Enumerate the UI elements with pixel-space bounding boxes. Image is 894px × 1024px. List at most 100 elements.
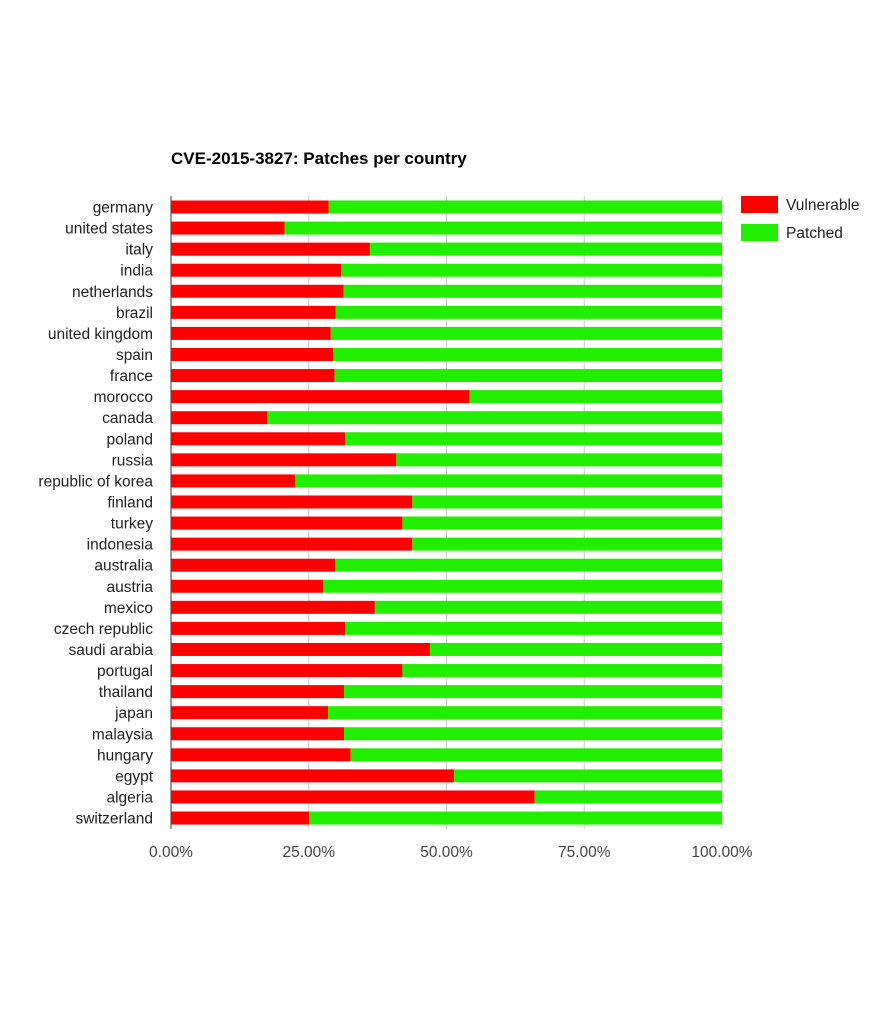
bar-patched [454,769,722,783]
bar-patched [309,811,722,825]
bar-vulnerable [171,769,455,783]
bar-vulnerable [171,579,324,593]
legend-label-patched: Patched [786,225,843,242]
bar-vulnerable [171,621,346,635]
bar-vulnerable [171,790,535,804]
category-label: malaysia [92,726,154,743]
bar-vulnerable [171,242,370,256]
category-label: poland [106,431,153,448]
bar-vulnerable [171,200,329,214]
bar-patched [328,706,722,720]
bar-vulnerable [171,284,344,298]
category-label: netherlands [72,284,153,301]
category-label: brazil [116,305,153,322]
bar-patched [335,305,722,319]
bar-patched [412,537,722,551]
bar-patched [344,685,722,699]
bar-vulnerable [171,537,413,551]
bar-vulnerable [171,495,413,509]
bar-patched [350,748,722,762]
category-label: republic of korea [38,473,153,490]
legend: Vulnerable Patched [741,196,860,242]
bar-vulnerable [171,558,336,572]
bar-vulnerable [171,347,333,361]
bar-vulnerable [171,642,430,656]
x-tick-label: 100.00% [691,844,752,861]
x-tick-label: 0.00% [149,844,193,861]
bar-vulnerable [171,664,403,678]
bar-vulnerable [171,811,310,825]
bar-patched [330,326,722,340]
bar-patched [267,411,722,425]
bar-patched [374,600,722,614]
bar-patched [534,790,722,804]
bar-patched [369,242,722,256]
bar-patched [334,369,722,383]
bar-vulnerable [171,727,345,741]
category-labels: germany united states italy india netherland… [38,200,153,828]
category-label: turkey [111,516,153,533]
bar-patched [284,221,722,235]
category-label: united states [65,221,153,238]
category-label: india [120,263,153,280]
bar-patched [429,642,722,656]
bar-vulnerable [171,453,397,467]
bar-vulnerable [171,516,403,530]
category-label: italy [125,242,153,259]
bar-patched [402,664,722,678]
category-label: thailand [99,684,153,701]
category-label: saudi arabia [69,642,154,659]
category-label: united kingdom [48,326,153,343]
category-label: algeria [106,789,153,806]
category-label: morocco [94,389,153,406]
bar-vulnerable [171,706,329,720]
category-label: hungary [97,747,153,764]
bar-patched [294,474,722,488]
category-label: austria [106,579,153,596]
bar-vulnerable [171,685,345,699]
bar-patched [345,432,722,446]
category-label: japan [114,705,153,722]
category-label: germany [93,200,154,217]
category-label: switzerland [75,811,153,828]
bar-vulnerable [171,432,346,446]
category-label: mexico [104,600,153,617]
category-label: france [110,368,153,385]
x-tick-label: 75.00% [558,844,611,861]
x-tick-labels: 0.00% 25.00% 50.00% 75.00% 100.00% [149,844,753,861]
bar-patched [412,495,722,509]
category-label: czech republic [54,621,153,638]
x-tick-label: 25.00% [282,844,335,861]
gridlines [170,196,723,829]
bar-patched [343,284,722,298]
bar-patched [396,453,722,467]
bar-vulnerable [171,221,285,235]
bar-vulnerable [171,390,470,404]
bar-patched [345,621,722,635]
bar-patched [332,347,722,361]
bar-vulnerable [171,474,295,488]
category-label: canada [102,410,153,427]
category-label: australia [94,558,153,575]
bar-vulnerable [171,326,331,340]
legend-swatch-vulnerable [741,196,778,213]
category-label: finland [107,494,153,511]
bar-vulnerable [171,263,342,277]
category-label: indonesia [87,537,154,554]
x-tick-label: 50.00% [420,844,473,861]
category-label: portugal [97,663,153,680]
bar-patched [344,727,722,741]
category-label: egypt [115,768,154,785]
bar-patched [469,390,722,404]
bar-vulnerable [171,748,351,762]
category-label: russia [112,452,154,469]
bar-patched [323,579,722,593]
bar-vulnerable [171,369,335,383]
chart-title: CVE-2015-3827: Patches per country [171,149,467,168]
bar-vulnerable [171,600,375,614]
category-label: spain [116,347,153,364]
bar-patched [328,200,722,214]
bar-vulnerable [171,411,268,425]
bar-patched [402,516,722,530]
